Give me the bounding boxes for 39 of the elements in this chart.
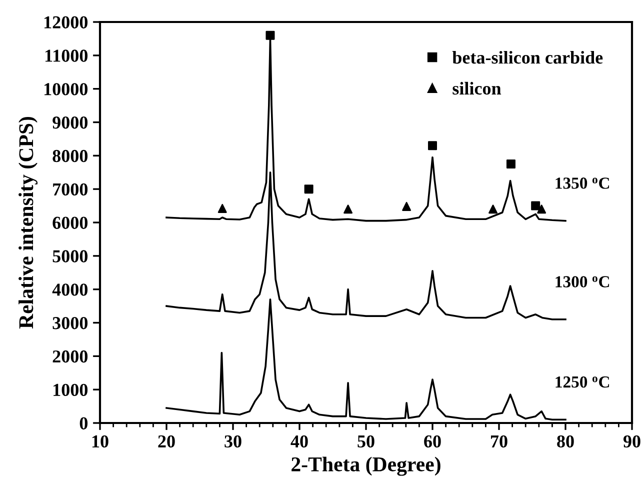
x-tick-label: 80 [557, 435, 574, 448]
point [488, 204, 498, 214]
y-tick-label: 9000 [52, 116, 88, 129]
x-tick-label: 40 [290, 435, 308, 448]
point [402, 202, 412, 211]
annotation: 1300 $^{o}$C [556, 276, 610, 288]
x-tick-label: 60 [424, 435, 441, 448]
y-tick-label: 8000 [52, 150, 88, 162]
y-tick-label: 6000 [52, 216, 88, 229]
y-axis-title: Relative intensity (CPS) [18, 116, 38, 329]
x-tick-label: 10 [92, 435, 108, 448]
x-tick-label: 30 [224, 435, 242, 448]
point [537, 204, 546, 214]
y-tick-label: 1000 [54, 384, 88, 396]
x-tick-label: 90 [623, 435, 640, 448]
x-tick-label: 50 [358, 435, 374, 448]
y-tick-label: 10000 [44, 83, 88, 96]
y-tick-label: 4000 [52, 284, 88, 296]
point [428, 141, 437, 150]
y-tick-label: 2000 [52, 350, 88, 363]
x-tick-label: 20 [158, 435, 175, 448]
y-tick-label: 5000 [52, 250, 88, 262]
annotation: 1250 $^{o}$C [556, 376, 610, 388]
y-tick-label: 11000 [45, 50, 88, 62]
point [266, 30, 275, 40]
x-axis-title: 2-Theta (Degree) [292, 456, 440, 476]
y-tick-label: 0 [80, 417, 88, 430]
point [304, 184, 314, 194]
legend-label: beta-silicon carbide [452, 51, 603, 64]
point [531, 201, 540, 210]
y-tick-label: 7000 [53, 183, 88, 196]
legend-label: silicon [452, 82, 502, 95]
x-tick-label: 70 [491, 435, 508, 448]
y-tick-label: 3000 [52, 317, 88, 330]
point [218, 204, 227, 213]
y-tick-label: 12000 [44, 16, 88, 28]
point [344, 204, 353, 214]
point [506, 160, 516, 169]
annotation: 1350 $^{o}$C [556, 178, 610, 189]
